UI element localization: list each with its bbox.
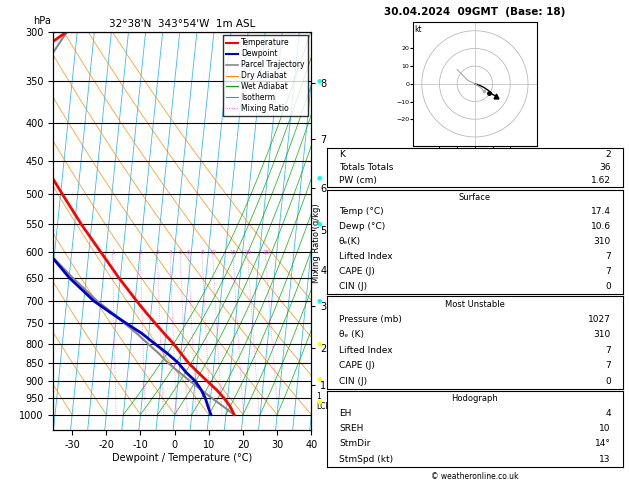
Text: 310: 310 xyxy=(594,237,611,246)
Text: ●: ● xyxy=(317,175,322,180)
Text: 7: 7 xyxy=(605,346,611,355)
Text: StmSpd (kt): StmSpd (kt) xyxy=(339,454,393,464)
Text: 2: 2 xyxy=(138,250,142,255)
Text: CIN (J): CIN (J) xyxy=(339,377,367,385)
Text: ●: ● xyxy=(317,222,322,227)
Text: © weatheronline.co.uk: © weatheronline.co.uk xyxy=(431,472,519,481)
Text: Lifted Index: Lifted Index xyxy=(339,346,392,355)
Text: Temp (°C): Temp (°C) xyxy=(339,208,384,216)
Text: 1
LCL: 1 LCL xyxy=(316,392,330,411)
Text: 7: 7 xyxy=(605,267,611,276)
Text: EH: EH xyxy=(339,409,351,418)
Text: 28: 28 xyxy=(262,250,269,255)
Text: Most Unstable: Most Unstable xyxy=(445,300,505,309)
Text: Lifted Index: Lifted Index xyxy=(339,252,392,261)
Text: 13: 13 xyxy=(599,454,611,464)
Text: θₑ(K): θₑ(K) xyxy=(339,237,361,246)
Text: Dewp (°C): Dewp (°C) xyxy=(339,223,385,231)
Text: 10.6: 10.6 xyxy=(591,223,611,231)
Text: 4: 4 xyxy=(169,250,172,255)
Text: CIN (J): CIN (J) xyxy=(339,282,367,291)
X-axis label: Dewpoint / Temperature (°C): Dewpoint / Temperature (°C) xyxy=(113,452,252,463)
Text: K: K xyxy=(339,150,345,159)
Text: ●: ● xyxy=(317,341,322,346)
Text: StmDir: StmDir xyxy=(339,439,370,449)
Text: Mixing Ratio (g/kg): Mixing Ratio (g/kg) xyxy=(312,203,321,283)
Text: θₑ (K): θₑ (K) xyxy=(339,330,364,339)
Text: Pressure (mb): Pressure (mb) xyxy=(339,315,402,324)
Text: Totals Totals: Totals Totals xyxy=(339,163,393,172)
Text: 7: 7 xyxy=(605,361,611,370)
Text: 2: 2 xyxy=(605,150,611,159)
Legend: Temperature, Dewpoint, Parcel Trajectory, Dry Adiabat, Wet Adiabat, Isotherm, Mi: Temperature, Dewpoint, Parcel Trajectory… xyxy=(223,35,308,116)
Text: 36: 36 xyxy=(599,163,611,172)
Text: SREH: SREH xyxy=(339,424,364,434)
Text: hPa: hPa xyxy=(33,16,51,26)
Text: 20: 20 xyxy=(245,250,252,255)
Text: CAPE (J): CAPE (J) xyxy=(339,361,375,370)
Text: kt: kt xyxy=(415,25,422,35)
Text: 0: 0 xyxy=(605,377,611,385)
Text: 8: 8 xyxy=(201,250,204,255)
Text: CAPE (J): CAPE (J) xyxy=(339,267,375,276)
Text: 0: 0 xyxy=(605,282,611,291)
Text: 1027: 1027 xyxy=(588,315,611,324)
Text: ●: ● xyxy=(317,399,322,404)
Text: 6: 6 xyxy=(187,250,191,255)
Title: 32°38'N  343°54'W  1m ASL: 32°38'N 343°54'W 1m ASL xyxy=(109,19,255,30)
Text: 30.04.2024  09GMT  (Base: 18): 30.04.2024 09GMT (Base: 18) xyxy=(384,7,565,17)
Text: 14°: 14° xyxy=(595,439,611,449)
Text: 10: 10 xyxy=(599,424,611,434)
Text: 15: 15 xyxy=(230,250,237,255)
Text: 310: 310 xyxy=(594,330,611,339)
Text: 5: 5 xyxy=(179,250,182,255)
Text: ●: ● xyxy=(317,377,322,382)
Text: 1.62: 1.62 xyxy=(591,176,611,185)
Text: 3: 3 xyxy=(156,250,159,255)
Text: ●: ● xyxy=(317,298,322,304)
Y-axis label: km
ASL: km ASL xyxy=(343,221,360,241)
Text: 4: 4 xyxy=(605,409,611,418)
Text: Hodograph: Hodograph xyxy=(452,394,498,403)
Text: 1: 1 xyxy=(111,250,114,255)
Text: ●: ● xyxy=(317,78,322,83)
Text: 10: 10 xyxy=(209,250,216,255)
Text: 7: 7 xyxy=(605,252,611,261)
Text: 17.4: 17.4 xyxy=(591,208,611,216)
Text: PW (cm): PW (cm) xyxy=(339,176,377,185)
Text: Surface: Surface xyxy=(459,192,491,202)
